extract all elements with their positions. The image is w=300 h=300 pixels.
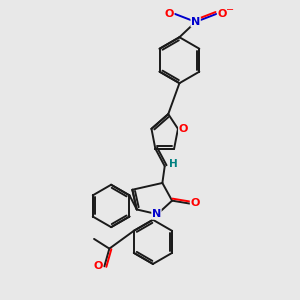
Text: O: O [218,9,227,19]
Text: O: O [178,124,188,134]
Text: −: − [226,5,234,15]
Text: O: O [93,261,103,271]
Text: O: O [164,9,174,19]
Text: H: H [169,159,177,170]
Text: O: O [190,198,200,208]
Text: N: N [152,209,161,219]
Text: N: N [191,17,200,27]
